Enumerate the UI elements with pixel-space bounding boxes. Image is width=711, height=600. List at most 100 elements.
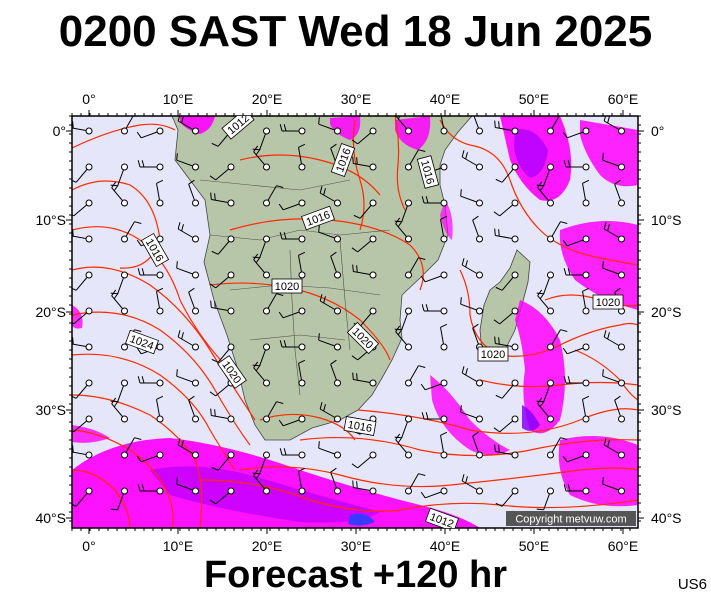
lon-label-bottom: 50°E xyxy=(519,538,550,554)
wind-barb xyxy=(536,271,554,295)
wind-barb xyxy=(582,179,590,207)
wind-barb xyxy=(121,437,142,459)
wind-barb xyxy=(263,185,284,207)
wind-barb xyxy=(177,438,199,459)
wind-barb xyxy=(330,359,341,387)
wind-barb xyxy=(72,415,93,433)
wind-barb xyxy=(405,149,426,171)
latitude-labels: 0° 0° 10°S 10°S 20°S 20°S 30°S 30°S 40°S 40°S xyxy=(35,123,681,526)
wind-barb xyxy=(547,437,568,459)
wind-barb xyxy=(156,287,164,315)
wind-barb xyxy=(176,153,199,171)
wind-barb xyxy=(395,116,412,135)
wind-barb xyxy=(495,487,519,507)
svg-text:1020: 1020 xyxy=(596,297,620,309)
wind-barb xyxy=(563,484,590,495)
wind-barbs xyxy=(72,116,625,511)
isobar-label: 1016 xyxy=(416,155,440,189)
wind-barb xyxy=(177,116,199,135)
wind-barb xyxy=(72,307,93,325)
wind-barb xyxy=(110,379,128,403)
wind-barb xyxy=(563,376,590,387)
lat-label-right: 40°S xyxy=(651,510,682,526)
wind-barb xyxy=(562,235,590,247)
wind-barb xyxy=(472,215,483,243)
wind-barb xyxy=(156,395,164,423)
wind-barb xyxy=(352,264,377,279)
wind-barb xyxy=(420,487,448,499)
wind-barb xyxy=(537,181,554,207)
lat-label-right: 0° xyxy=(651,123,664,139)
wind-barb xyxy=(176,261,199,279)
wind-barb xyxy=(72,163,93,183)
map-frame xyxy=(71,115,639,529)
wind-barb xyxy=(440,323,448,351)
lat-label-left: 30°S xyxy=(35,402,66,418)
isobar-label: 1016 xyxy=(343,416,377,436)
wind-barb xyxy=(72,121,93,135)
lat-label-right: 20°S xyxy=(651,304,682,320)
wind-barb xyxy=(460,189,483,207)
wind-barb xyxy=(111,397,128,423)
wind-barb xyxy=(394,199,412,223)
wind-barb xyxy=(405,473,426,495)
rain-congo xyxy=(180,116,215,134)
wind-barb xyxy=(278,415,306,427)
wind-barb xyxy=(461,474,483,495)
wind-barb xyxy=(330,251,341,279)
wind-barb xyxy=(493,307,519,325)
wind-barb xyxy=(330,467,341,495)
wind-barb xyxy=(421,412,448,423)
wind-barb xyxy=(440,116,448,135)
wind-barb xyxy=(537,397,554,423)
lon-label-bottom: 20°E xyxy=(252,538,283,554)
wind-barb xyxy=(536,487,554,511)
wind-barb xyxy=(188,287,199,315)
axis-ticks xyxy=(66,110,644,534)
wind-barb xyxy=(353,307,377,327)
lat-label-right: 30°S xyxy=(651,402,682,418)
wind-barb xyxy=(319,294,341,315)
wind-barb xyxy=(121,116,134,135)
wind-barb xyxy=(72,337,93,351)
wind-barb xyxy=(209,271,235,289)
wind-barb xyxy=(614,179,625,207)
isobar-label: 1020 xyxy=(477,346,509,362)
rain-east-mid xyxy=(515,300,565,434)
wind-barb xyxy=(473,116,483,135)
wind-barb xyxy=(461,150,483,171)
wind-barb xyxy=(562,343,590,355)
wind-barb xyxy=(111,289,128,315)
lon-label-top: 0° xyxy=(82,91,95,107)
lon-label-bottom: 10°E xyxy=(163,538,194,554)
wind-barb xyxy=(352,372,377,387)
isobar-label: 1020 xyxy=(592,294,624,310)
wind-barb xyxy=(494,120,519,135)
lon-label-bottom: 40°E xyxy=(430,538,461,554)
wind-barb xyxy=(177,330,199,351)
isobar-label: 1012 xyxy=(424,507,460,528)
isobar-label: 1020 xyxy=(271,278,303,294)
wind-barb xyxy=(318,225,341,243)
lat-label-right: 10°S xyxy=(651,212,682,228)
wind-barb xyxy=(298,467,306,495)
wind-barb xyxy=(136,451,164,463)
wind-barb xyxy=(110,163,128,187)
wind-barb xyxy=(460,297,483,315)
wind-barb xyxy=(137,376,164,387)
wind-barb xyxy=(603,438,625,459)
lon-label-top: 40°E xyxy=(430,91,461,107)
lat-label-left: 10°S xyxy=(35,212,66,228)
wind-barb xyxy=(405,365,426,387)
wind-barb xyxy=(111,181,128,207)
wind-barb xyxy=(614,395,625,423)
wind-barb xyxy=(353,199,377,219)
wind-barb xyxy=(253,469,270,495)
forecast-label: Forecast +120 hr xyxy=(203,554,508,596)
rain-congo-2 xyxy=(330,116,361,140)
lon-label-top: 60°E xyxy=(608,91,639,107)
wind-barb xyxy=(298,143,306,171)
wind-barb xyxy=(211,451,235,471)
wind-barb xyxy=(298,359,306,387)
wind-barb xyxy=(137,160,164,171)
